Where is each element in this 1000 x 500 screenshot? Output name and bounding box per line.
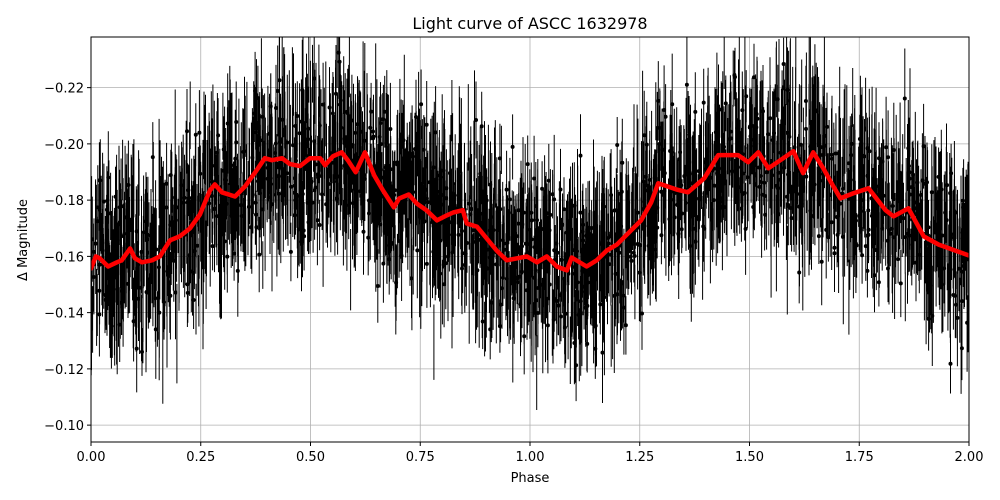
x-axis-label: Phase (511, 471, 550, 486)
plot-area (91, 37, 969, 410)
x-tick-label: 2.00 (955, 450, 984, 465)
y-tick-label: −0.18 (44, 194, 84, 209)
x-tick-label: 1.25 (625, 450, 654, 465)
x-tick-label: 0.25 (186, 450, 215, 465)
y-tick-label: −0.10 (44, 419, 84, 434)
y-tick-label: −0.14 (44, 307, 84, 322)
x-tick-label: 0.75 (406, 450, 435, 465)
x-tick-label: 1.00 (516, 450, 545, 465)
y-axis-label: Δ Magnitude (16, 199, 31, 281)
x-tick-label: 0.50 (296, 450, 325, 465)
x-tick-label: 1.75 (845, 450, 874, 465)
binned-trend-line (91, 148, 969, 273)
x-tick-label: 1.50 (735, 450, 764, 465)
y-axis-ticks: −0.22 −0.20 −0.18 −0.16 −0.14 −0.12 −0.10 (44, 82, 91, 434)
x-axis-ticks: 0.00 0.25 0.50 0.75 1.00 1.25 1.50 1.75 2.00 (77, 442, 984, 465)
chart-title: Light curve of ASCC 1632978 (412, 14, 647, 33)
y-tick-label: −0.16 (44, 250, 84, 265)
y-tick-label: −0.20 (44, 138, 84, 153)
y-tick-label: −0.12 (44, 363, 84, 378)
x-tick-label: 0.00 (77, 450, 106, 465)
y-tick-label: −0.22 (44, 82, 84, 97)
